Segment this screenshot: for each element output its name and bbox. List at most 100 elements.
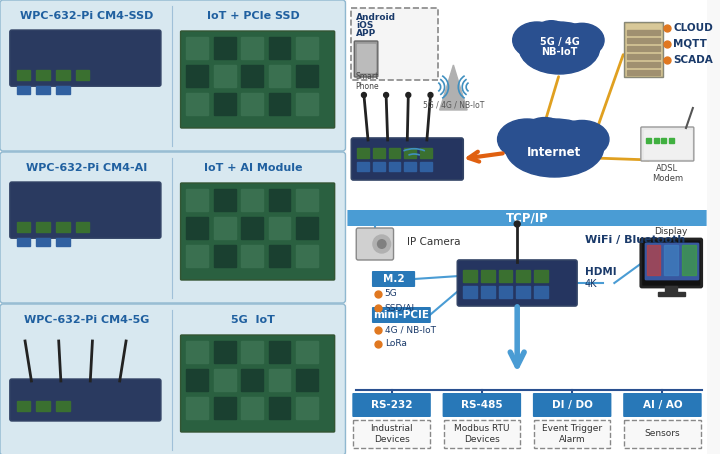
Bar xyxy=(241,189,263,211)
Ellipse shape xyxy=(377,239,387,249)
Bar xyxy=(498,286,513,298)
Bar xyxy=(36,222,50,232)
FancyBboxPatch shape xyxy=(354,41,378,77)
Bar xyxy=(17,86,30,94)
Bar xyxy=(357,148,369,158)
Bar xyxy=(357,44,375,72)
Bar xyxy=(186,369,208,391)
Text: WPC-632-Pi CM4-AI: WPC-632-Pi CM4-AI xyxy=(26,163,147,173)
Bar xyxy=(214,369,235,391)
Text: MQTT: MQTT xyxy=(673,39,707,49)
Bar xyxy=(627,54,660,59)
Bar xyxy=(186,93,208,115)
Bar xyxy=(626,24,662,75)
Bar xyxy=(682,245,696,275)
FancyBboxPatch shape xyxy=(351,8,438,80)
Ellipse shape xyxy=(361,93,366,98)
Bar xyxy=(297,93,318,115)
FancyBboxPatch shape xyxy=(0,304,346,454)
Bar xyxy=(269,341,290,363)
Bar xyxy=(17,401,30,411)
Text: Modbus RTU
Devices: Modbus RTU Devices xyxy=(454,424,510,444)
Text: TCP/IP: TCP/IP xyxy=(505,212,549,224)
Bar xyxy=(36,238,50,246)
FancyBboxPatch shape xyxy=(181,335,335,432)
Bar xyxy=(269,369,290,391)
Bar xyxy=(241,369,263,391)
Bar xyxy=(36,70,50,80)
Bar xyxy=(662,138,667,143)
Text: 4G / NB-IoT: 4G / NB-IoT xyxy=(384,326,436,335)
Bar xyxy=(214,341,235,363)
Bar xyxy=(269,93,290,115)
FancyBboxPatch shape xyxy=(457,260,577,306)
FancyBboxPatch shape xyxy=(10,182,161,238)
FancyBboxPatch shape xyxy=(533,393,611,417)
Bar xyxy=(241,37,263,59)
Bar xyxy=(76,70,89,80)
Bar xyxy=(241,341,263,363)
Text: 5G / 4G: 5G / 4G xyxy=(539,37,580,47)
Bar xyxy=(657,292,685,296)
Bar xyxy=(56,401,70,411)
Polygon shape xyxy=(440,65,467,110)
Bar xyxy=(269,217,290,239)
Bar xyxy=(481,270,495,282)
FancyBboxPatch shape xyxy=(624,393,702,417)
Text: WiFi / Bluetooth: WiFi / Bluetooth xyxy=(585,235,685,245)
Bar xyxy=(269,37,290,59)
Ellipse shape xyxy=(559,23,604,57)
Text: Internet: Internet xyxy=(527,145,582,158)
Text: IP Camera: IP Camera xyxy=(408,237,461,247)
FancyBboxPatch shape xyxy=(641,127,694,161)
Ellipse shape xyxy=(428,93,433,98)
Bar xyxy=(36,401,50,411)
FancyBboxPatch shape xyxy=(181,31,335,128)
FancyBboxPatch shape xyxy=(0,152,346,303)
Bar xyxy=(186,37,208,59)
Ellipse shape xyxy=(555,120,609,158)
Bar xyxy=(498,270,513,282)
Bar xyxy=(627,38,660,43)
Bar xyxy=(645,243,698,279)
Bar xyxy=(241,217,263,239)
Bar xyxy=(420,162,432,171)
Bar xyxy=(241,93,263,115)
Text: AI / AO: AI / AO xyxy=(643,400,683,410)
Bar xyxy=(534,270,548,282)
Bar xyxy=(214,397,235,419)
Bar xyxy=(17,70,30,80)
Ellipse shape xyxy=(523,118,567,149)
Bar xyxy=(186,397,208,419)
Bar xyxy=(670,138,674,143)
Bar xyxy=(297,189,318,211)
Text: Industrial
Devices: Industrial Devices xyxy=(370,424,413,444)
Text: WPC-632-Pi CM4-5G: WPC-632-Pi CM4-5G xyxy=(24,315,149,325)
Bar xyxy=(186,217,208,239)
Bar xyxy=(389,148,400,158)
Bar xyxy=(241,397,263,419)
Bar xyxy=(17,222,30,232)
Text: 5G: 5G xyxy=(384,290,397,298)
Text: Display: Display xyxy=(654,227,688,237)
Bar xyxy=(627,30,660,35)
Text: 5G  IoT: 5G IoT xyxy=(231,315,275,325)
Text: SCADA: SCADA xyxy=(673,55,713,65)
Bar xyxy=(36,86,50,94)
Bar xyxy=(463,286,477,298)
FancyBboxPatch shape xyxy=(444,420,520,448)
Bar xyxy=(646,138,651,143)
Bar xyxy=(516,270,530,282)
Bar xyxy=(373,148,384,158)
Bar xyxy=(269,397,290,419)
Bar xyxy=(348,0,706,454)
Text: LoRa: LoRa xyxy=(384,340,407,349)
Bar xyxy=(186,65,208,87)
Bar xyxy=(76,222,89,232)
Ellipse shape xyxy=(534,21,570,49)
Bar xyxy=(373,162,384,171)
Ellipse shape xyxy=(513,22,561,59)
Bar xyxy=(516,286,530,298)
Bar xyxy=(297,369,318,391)
Text: M.2: M.2 xyxy=(383,274,405,284)
